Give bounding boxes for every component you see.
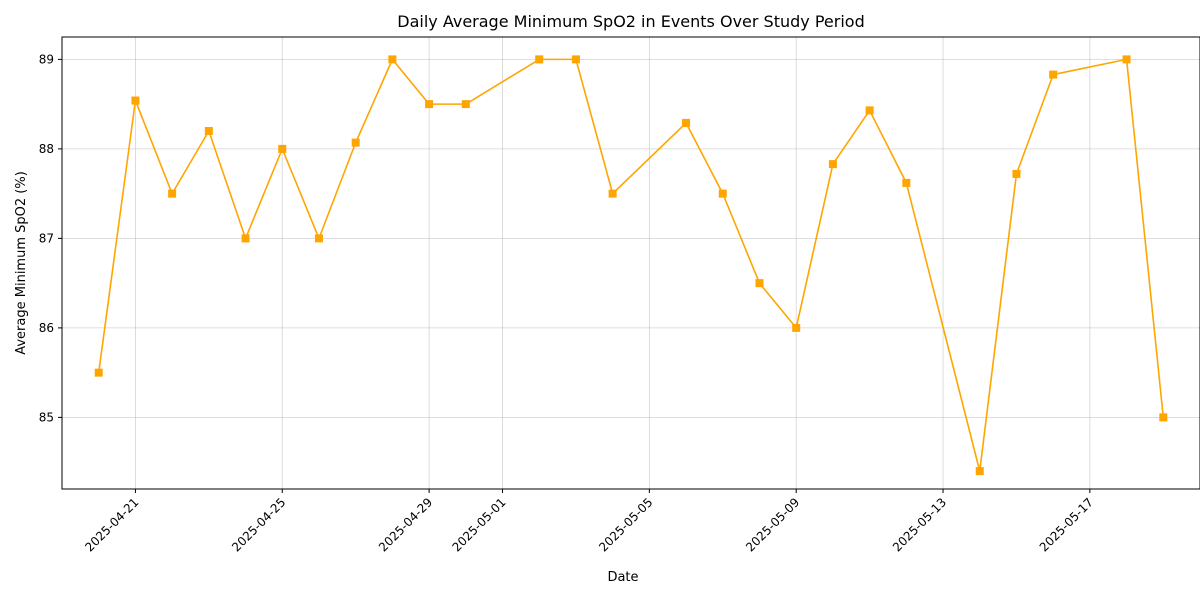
- data-point: [204, 126, 213, 135]
- data-point: [94, 368, 103, 377]
- data-point: [608, 189, 617, 198]
- y-axis-label: Average Minimum SpO2 (%): [14, 171, 29, 355]
- series-layer: [94, 55, 1168, 476]
- y-tick-label: 88: [39, 142, 54, 156]
- data-point: [1012, 169, 1021, 178]
- data-point: [682, 118, 691, 127]
- data-point: [131, 96, 140, 105]
- y-tick-label: 85: [39, 410, 54, 424]
- chart-title: Daily Average Minimum SpO2 in Events Ove…: [397, 12, 864, 31]
- data-point: [792, 323, 801, 332]
- y-tick-label: 86: [39, 321, 54, 335]
- data-point: [865, 106, 874, 115]
- series-line: [97, 58, 1165, 472]
- data-point: [828, 160, 837, 169]
- data-point: [1049, 70, 1058, 79]
- data-point: [975, 467, 984, 476]
- data-point: [1159, 413, 1168, 422]
- data-point: [314, 234, 323, 243]
- y-tick-label: 87: [39, 231, 54, 245]
- data-point: [388, 55, 397, 64]
- y-axis: 85 86 87 88 89: [39, 52, 62, 424]
- x-axis-label: Date: [607, 570, 638, 585]
- data-point: [351, 138, 360, 147]
- data-point: [278, 144, 287, 153]
- grid: [62, 37, 1200, 489]
- data-point: [461, 100, 470, 109]
- plot-frame: [61, 36, 1200, 490]
- y-tick-label: 89: [39, 52, 54, 66]
- data-point: [571, 55, 580, 64]
- data-point: [718, 189, 727, 198]
- data-point: [425, 100, 434, 109]
- data-point: [535, 55, 544, 64]
- data-point: [168, 189, 177, 198]
- data-point: [902, 178, 911, 187]
- data-point: [241, 234, 250, 243]
- data-point: [1122, 55, 1131, 64]
- data-point: [755, 279, 764, 288]
